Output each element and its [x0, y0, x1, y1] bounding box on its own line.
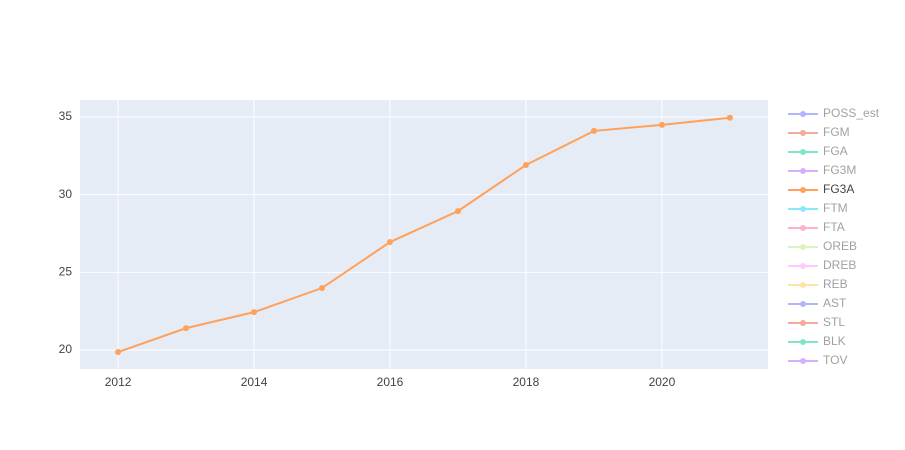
legend-item[interactable]: FGM [788, 125, 850, 139]
legend-label: FG3M [823, 163, 856, 177]
legend-item[interactable]: FG3M [788, 163, 856, 177]
data-point [387, 239, 394, 246]
legend-label: AST [823, 296, 847, 310]
legend-label: FGA [823, 144, 848, 158]
legend-marker [800, 244, 806, 250]
data-point [522, 161, 529, 168]
x-tick-label: 2020 [649, 375, 676, 389]
series-line [117, 116, 731, 354]
plot-area [80, 100, 768, 369]
data-point [183, 325, 190, 332]
data-point [590, 127, 597, 134]
legend-label: FTM [823, 201, 848, 215]
legend-marker [800, 149, 806, 155]
data-point [115, 349, 122, 356]
legend-marker [800, 339, 806, 345]
x-tick-label: 2012 [105, 375, 132, 389]
legend-marker [800, 301, 806, 307]
legend-item[interactable]: FTA [788, 220, 845, 234]
legend-item[interactable]: REB [788, 277, 848, 291]
legend-label: STL [823, 315, 845, 329]
data-point [454, 208, 461, 215]
legend-item[interactable]: STL [788, 315, 845, 329]
data-point [251, 309, 258, 316]
data-point [658, 121, 665, 128]
legend-label: FTA [823, 220, 845, 234]
legend-label: POSS_est [823, 106, 880, 120]
data-point [726, 114, 733, 121]
legend-item[interactable]: AST [788, 296, 847, 310]
legend-label: FG3A [823, 182, 854, 196]
legend-marker [800, 206, 806, 212]
legend-marker [800, 130, 806, 136]
y-tick-label: 35 [59, 109, 73, 123]
legend-label: TOV [823, 353, 847, 367]
legend-item[interactable]: DREB [788, 258, 856, 272]
legend-marker [800, 263, 806, 269]
legend-item[interactable]: OREB [788, 239, 857, 253]
legend-marker [800, 168, 806, 174]
data-point [319, 285, 326, 292]
legend-marker [800, 282, 806, 288]
x-tick-label: 2016 [377, 375, 404, 389]
x-tick-label: 2018 [513, 375, 540, 389]
x-tick-label: 2014 [241, 375, 268, 389]
legend-item[interactable]: TOV [788, 353, 847, 367]
legend-item[interactable]: BLK [788, 334, 846, 348]
legend-item[interactable]: FG3A [788, 182, 854, 196]
legend-item[interactable]: FTM [788, 201, 848, 215]
legend-marker [800, 225, 806, 231]
legend-label: OREB [823, 239, 857, 253]
legend-item[interactable]: POSS_est [788, 106, 880, 120]
y-tick-label: 30 [59, 187, 73, 201]
legend-label: FGM [823, 125, 850, 139]
legend-marker [800, 358, 806, 364]
y-tick-label: 20 [59, 342, 73, 356]
legend-marker [800, 111, 806, 117]
legend-label: DREB [823, 258, 856, 272]
legend-label: REB [823, 277, 848, 291]
y-tick-label: 25 [59, 265, 73, 279]
legend-label: BLK [823, 334, 846, 348]
legend-marker [800, 320, 806, 326]
legend-item[interactable]: FGA [788, 144, 848, 158]
legend-marker [800, 187, 806, 193]
